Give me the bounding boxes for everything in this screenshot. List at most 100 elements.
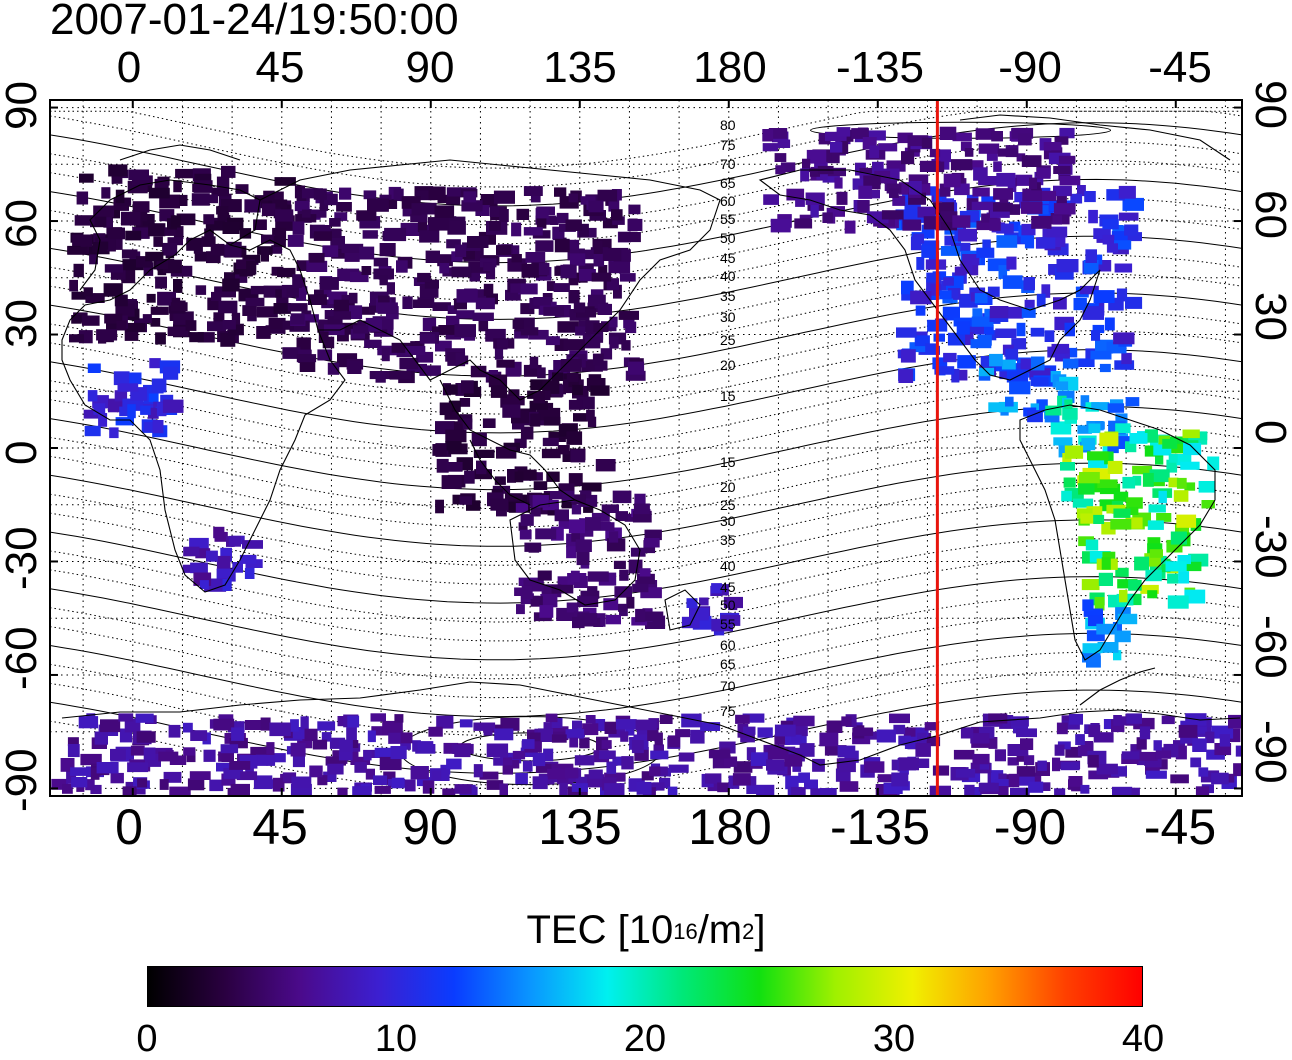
tec-cell [640,587,662,599]
tec-cell [292,755,305,768]
tec-cell [612,216,625,225]
tec-cell [189,332,204,343]
tec-cell [1019,774,1035,786]
tec-cell [623,316,635,329]
tec-cell [514,587,525,596]
tec-cell [296,191,307,205]
tec-cell [1153,740,1162,751]
tec-cell [818,132,831,145]
magnetic-latitude-label: 75 [720,703,736,719]
tec-cell [135,713,154,723]
tec-cell [209,779,224,792]
tec-cell [411,203,422,216]
tec-cell [528,544,540,553]
tec-cell [881,210,904,220]
tec-cell [742,713,765,723]
tec-cell [441,475,462,489]
tec-cell [1052,757,1061,772]
tec-cell [743,726,756,735]
tec-cell [216,206,229,215]
tec-cell [924,722,940,731]
tec-cell [802,158,811,173]
tec-cell [609,316,618,328]
tec-cell [1030,327,1045,337]
tec-cell [1002,306,1024,319]
tec-cell [1207,456,1220,471]
tec-cell [1053,297,1067,310]
tec-cell [296,354,317,363]
tec-cell [819,732,839,747]
tec-cell [1073,298,1087,311]
tec-cell [1072,498,1094,508]
tec-cell [412,299,433,308]
tec-cell [917,732,927,745]
tec-cell [496,446,517,459]
tec-cell [1106,341,1127,354]
tec-cell [392,732,413,744]
tec-cell [859,167,878,178]
tec-cell [131,175,153,186]
tec-cell [217,212,230,221]
tec-cell [1178,724,1198,738]
tec-cell [459,496,472,505]
tec-cell [1149,469,1170,483]
tec-cell [143,421,161,432]
tec-cell [949,289,959,299]
tec-cell [1080,395,1090,409]
tec-cell [711,583,722,594]
tec-cell [1068,713,1083,725]
tec-cell [156,402,167,417]
tec-cell [568,519,585,534]
tec-cell [81,315,100,326]
tec-cell [535,528,557,540]
tec-cell [261,248,269,262]
tec-cell [412,740,421,752]
tec-cell [587,586,598,599]
tec-cell [690,729,705,744]
tec-cell [641,771,654,781]
tec-cell [582,723,599,736]
tec-cell [708,749,731,759]
tec-cell [794,218,813,229]
tec-cell [1074,358,1095,367]
tec-cell [1147,590,1158,599]
tec-cell [746,785,765,794]
tec-cell [1190,757,1202,768]
tec-cell [1016,153,1026,162]
magnetic-latitude-label: 75 [720,137,736,153]
tec-cell [72,234,92,247]
tec-cell [101,187,111,199]
tec-cell [556,212,569,224]
tec-cell [578,526,594,537]
tec-cell [146,293,156,303]
tec-cell [518,283,538,295]
tec-cell [512,419,525,430]
tec-cell [80,753,102,766]
tec-cell [1053,166,1071,174]
tec-cell [784,754,803,767]
tec-cell [1064,399,1073,409]
tec-cell [543,722,552,731]
tec-cell [269,722,291,737]
tec-cell [545,713,558,723]
tec-cell [690,609,709,621]
tec-cell [227,721,245,733]
tec-cell [577,308,596,318]
tec-cell [176,213,196,226]
tec-cell [446,758,462,770]
tec-cell [1131,787,1140,796]
tec-cell [1056,259,1079,273]
tec-cell [1126,713,1142,724]
tec-cell [774,153,787,162]
tec-cell [493,190,515,204]
tec-cell [1077,425,1092,434]
tec-cell [841,716,852,727]
tec-cell [650,750,669,760]
tec-cell [1050,421,1072,435]
tec-cell [1195,786,1210,796]
tec-cell [384,227,407,242]
tec-cell [1114,360,1135,370]
tec-cell [323,193,337,204]
tec-cell [535,208,549,219]
tec-cell [159,209,175,222]
